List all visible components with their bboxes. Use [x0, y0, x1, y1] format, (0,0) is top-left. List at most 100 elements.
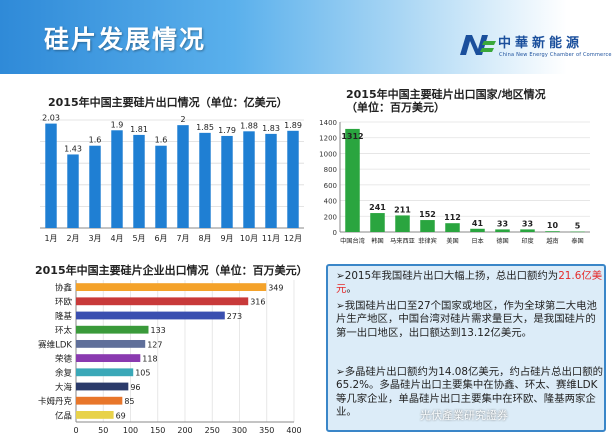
x-tick-label: 50 [98, 426, 108, 435]
y-tick-label: 余复 [55, 368, 73, 379]
bar [76, 368, 134, 377]
data-label: 5 [575, 222, 581, 231]
bar [243, 131, 255, 228]
y-tick-label: 协鑫 [55, 283, 73, 294]
data-label: 33 [522, 219, 533, 228]
data-label: 1.83 [262, 124, 280, 133]
data-label: 118 [142, 355, 157, 364]
logo-text: 中華新能源 [498, 36, 584, 51]
data-label: 211 [394, 205, 411, 214]
y-tick-label: 卡姆丹克 [38, 396, 73, 407]
bar [76, 325, 149, 334]
y-tick-label: 0 [333, 229, 337, 237]
x-tick-label: 250 [205, 426, 220, 435]
bar [89, 145, 101, 228]
data-label: 96 [130, 383, 140, 392]
y-tick-label: 400 [324, 198, 337, 206]
data-label: 1312 [341, 132, 363, 141]
data-label: 127 [147, 340, 162, 349]
x-tick-label: 美国 [446, 237, 458, 245]
x-tick-label: 8月 [198, 234, 211, 243]
bar [155, 145, 167, 228]
data-label: 85 [124, 397, 134, 406]
x-tick-label: 0 [73, 426, 78, 435]
data-label: 33 [497, 219, 508, 228]
data-label: 1.81 [130, 125, 148, 134]
data-label: 69 [116, 411, 126, 420]
bar [370, 213, 385, 232]
company-export-chart: 0 50 100 150 200 250 300 350 400 349 协鑫 316 环欧 273 隆基 1… [6, 276, 320, 442]
data-label: 2.03 [42, 114, 60, 123]
note-highlight: 21.6亿美元 [336, 270, 603, 296]
y-tick-label: 大海 [55, 382, 73, 393]
bar [570, 231, 585, 233]
bar [76, 297, 249, 306]
x-tick-label: 12月 [284, 234, 302, 243]
bar [133, 134, 145, 228]
x-tick-label: 菲律宾 [418, 237, 437, 245]
y-tick-label: 环太 [55, 325, 73, 336]
data-label: 105 [135, 369, 150, 378]
bar [395, 215, 410, 232]
y-tick-label: 1000 [319, 150, 337, 158]
x-tick-label: 印度 [521, 237, 533, 245]
header-banner [0, 0, 616, 74]
y-tick-label: 亿晶 [55, 410, 72, 421]
x-tick-label: 韩国 [371, 237, 383, 245]
data-label: 1.6 [89, 136, 102, 145]
x-tick-label: 4月 [110, 234, 123, 243]
data-label: 349 [268, 284, 283, 293]
bar [470, 228, 485, 232]
data-label: 1.85 [196, 123, 214, 132]
bar [520, 229, 535, 232]
x-tick-label: 11月 [262, 234, 280, 243]
data-label: 112 [444, 213, 461, 222]
bar [76, 283, 267, 292]
bar [76, 354, 141, 363]
bar [445, 223, 460, 232]
bar [76, 410, 114, 419]
bar [67, 154, 79, 228]
country-export-chart: 0 200 400 600 800 1000 1200 1400 1312 中国台湾 241 韩国 21… [314, 114, 594, 256]
y-tick-label: 赛维LDK [38, 339, 72, 350]
bar [495, 229, 510, 232]
y-tick-label: 800 [324, 166, 337, 174]
data-label: 133 [150, 326, 165, 335]
x-tick-label: 200 [177, 426, 192, 435]
logo-subtitle: China New Energy Chamber of Commerce [499, 52, 612, 58]
data-label: 1.9 [111, 120, 124, 129]
page-title: 硅片发展情况 [44, 25, 207, 54]
bar [76, 382, 129, 391]
data-label: 1.6 [155, 136, 168, 145]
y-tick-label: 1200 [319, 135, 337, 143]
x-tick-label: 泰国 [571, 237, 583, 245]
bar [287, 130, 299, 228]
x-tick-label: 越南 [546, 237, 558, 245]
data-label: 1.43 [64, 144, 82, 153]
y-tick-label: 荣德 [55, 354, 73, 365]
x-tick-label: 100 [123, 426, 138, 435]
x-tick-label: 德国 [496, 237, 508, 245]
company-chart-title: 2015年中国主要硅片企业出口情况（单位：百万美元） [35, 264, 308, 277]
x-tick-label: 5月 [132, 234, 145, 243]
x-tick-label: 1月 [44, 234, 57, 243]
x-tick-label: 2月 [66, 234, 79, 243]
logo-mark-icon [460, 35, 496, 55]
logo: 中華新能源 China New Energy Chamber of Commer… [458, 29, 612, 63]
x-tick-label: 9月 [220, 234, 233, 243]
x-tick-label: 日本 [471, 237, 483, 245]
data-label: 2 [180, 115, 185, 124]
data-label: 152 [419, 210, 436, 219]
notes-box: ➢2015年我国硅片出口大幅上扬，总出口额约为21.6亿美元。 ➢我国硅片出口至… [326, 264, 606, 432]
data-label: 1.88 [240, 121, 258, 130]
x-tick-label: 300 [232, 426, 247, 435]
monthly-chart-title: 2015年中国主要硅片出口情况（单位：亿美元） [48, 96, 288, 109]
bar [420, 220, 435, 232]
x-tick-label: 中国台湾 [340, 237, 365, 245]
data-label: 273 [227, 312, 242, 321]
data-label: 316 [250, 298, 265, 307]
note-paragraph-2: ➢我国硅片出口至27个国家或地区，作为全球第二大电池片生产地区，中国台湾对硅片需… [336, 300, 597, 339]
bar [345, 128, 360, 232]
country-chart-subtitle: （单位：百万美元） [346, 101, 445, 114]
